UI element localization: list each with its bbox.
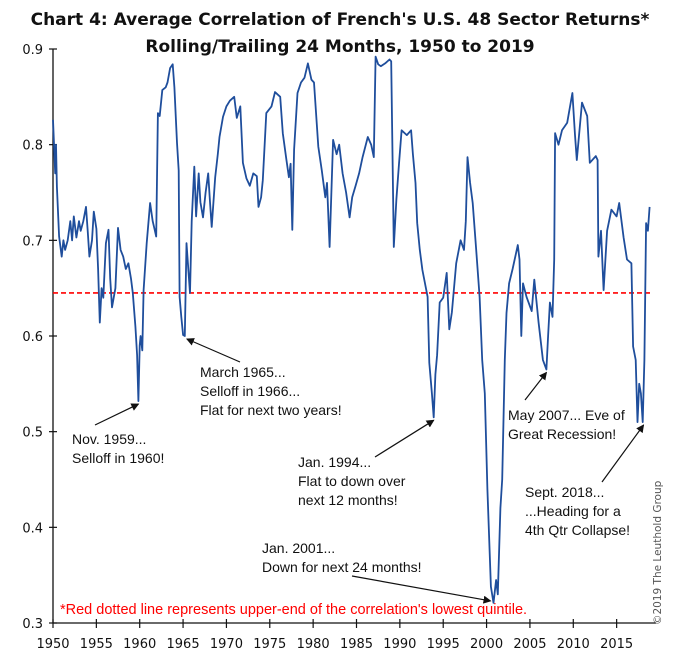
annotation-text: Selloff in 1966... [200, 383, 300, 399]
x-tick-label: 1960 [123, 637, 156, 652]
chart-subtitle: Rolling/Trailing 24 Months, 1950 to 2019 [145, 37, 534, 57]
x-tick-label: 1995 [427, 637, 460, 652]
y-tick-label: 0.6 [22, 330, 43, 345]
annotation-arrow [186, 338, 241, 363]
annotation: May 2007... Eve of Great Recession! [508, 371, 625, 442]
x-tick-label: 2005 [513, 637, 546, 652]
x-tick-label: 2000 [470, 637, 503, 652]
annotation-text: next 12 months! [298, 492, 398, 508]
annotation-text: Jan. 2001... [262, 540, 335, 556]
x-tick-label: 1985 [340, 637, 373, 652]
x-tick-label: 1955 [80, 637, 113, 652]
x-tick-label: 2010 [557, 637, 590, 652]
annotation: Nov. 1959... Selloff in 1960! [72, 403, 164, 466]
y-tick-label: 0.9 [22, 43, 43, 58]
x-tick-label: 1965 [167, 637, 200, 652]
y-tick-label: 0.7 [22, 234, 43, 249]
x-tick-label: 1970 [210, 637, 243, 652]
annotation-text: Great Recession! [508, 426, 616, 442]
annotation-text: May 2007... Eve of [508, 407, 625, 423]
y-tick-label: 0.5 [22, 426, 43, 441]
x-tick-label: 1980 [297, 637, 330, 652]
annotation-arrow [374, 419, 435, 458]
chart-title: Chart 4: Average Correlation of French's… [31, 10, 650, 30]
annotation-arrow [94, 403, 140, 426]
y-tick-label: 0.8 [22, 139, 43, 154]
annotation-arrow [351, 575, 492, 604]
annotation-text: Sept. 2018... [525, 484, 604, 500]
y-tick-label: 0.3 [22, 617, 43, 632]
annotation-text: Down for next 24 months! [262, 559, 422, 575]
x-tick-label: 1990 [383, 637, 416, 652]
annotation-arrow [601, 424, 645, 483]
annotation-text: Flat for next two years! [200, 402, 342, 418]
annotation-text: 4th Qtr Collapse! [525, 522, 630, 538]
annotation: Sept. 2018... ...Heading for a 4th Qtr Col… [525, 424, 645, 538]
x-tick-label: 2015 [600, 637, 633, 652]
annotation-text: Selloff in 1960! [72, 450, 164, 466]
annotation: March 1965... Selloff in 1966... Flat for … [186, 338, 342, 418]
footnote: *Red dotted line represents upper-end of… [60, 602, 527, 618]
annotation: Jan. 1994... Flat to down over next 12 mon… [298, 419, 435, 508]
annotation-text: ...Heading for a [525, 503, 621, 519]
annotation-text: Flat to down over [298, 473, 406, 489]
annotation-text: March 1965... [200, 364, 286, 380]
annotation-text: Nov. 1959... [72, 431, 146, 447]
x-tick-label: 1950 [36, 637, 69, 652]
y-tick-label: 0.4 [22, 521, 43, 536]
annotation: Jan. 2001... Down for next 24 months! [262, 540, 492, 604]
annotation-arrow [524, 371, 548, 401]
correlation-series-line [52, 55, 651, 604]
copyright-text: ©2019 The Leuthold Group [652, 480, 664, 625]
x-tick-label: 1975 [253, 637, 286, 652]
annotation-text: Jan. 1994... [298, 454, 371, 470]
